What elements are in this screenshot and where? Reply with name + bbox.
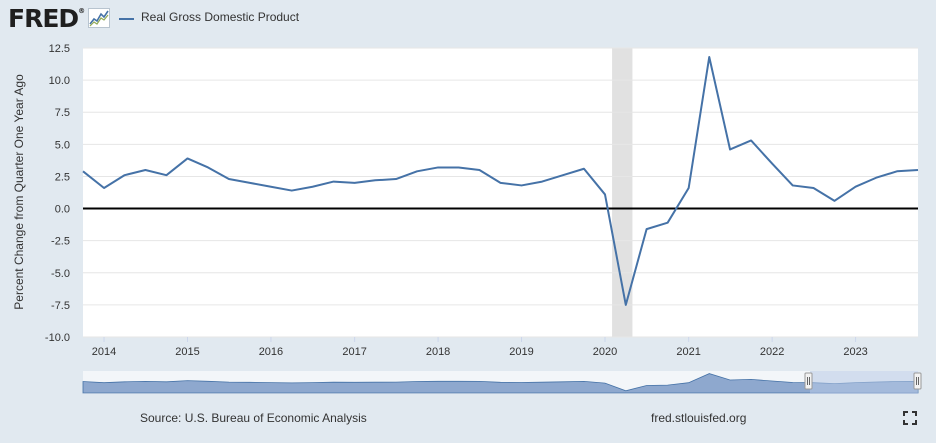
x-tick-label: 2018	[426, 346, 450, 358]
navigator-handle-left[interactable]	[804, 372, 813, 390]
navigator-selection[interactable]	[810, 371, 918, 394]
y-tick-label: 12.5	[49, 43, 70, 55]
fred-logo[interactable]: FRED®	[8, 4, 85, 33]
registered-mark: ®	[78, 7, 85, 15]
x-tick-label: 2017	[342, 346, 366, 358]
x-tick-labels: 2014 2015 2016 2017 2018 2019 2020 2021 2022 2023	[92, 337, 868, 358]
x-tick-label: 2023	[843, 346, 867, 358]
x-tick-label: 2019	[509, 346, 533, 358]
y-axis-title: Percent Change from Quarter One Year Ago	[12, 74, 26, 310]
y-tick-label: 7.5	[55, 107, 70, 119]
y-tick-labels: 12.5 10.0 7.5 5.0 2.5 0.0 -2.5 -5.0 -7.5 -10.0	[45, 43, 70, 344]
y-tick-label: -2.5	[51, 236, 70, 248]
x-tick-label: 2015	[175, 346, 199, 358]
y-tick-label: -5.0	[51, 268, 70, 280]
series-line[interactable]	[82, 55, 919, 306]
source-note: Source: U.S. Bureau of Economic Analysis	[140, 411, 367, 425]
x-tick-label: 2020	[593, 346, 617, 358]
site-link[interactable]: fred.stlouisfed.org	[651, 411, 747, 425]
y-tick-label: -10.0	[45, 332, 70, 344]
y-tick-label: -7.5	[51, 300, 70, 312]
recession-band	[612, 48, 633, 337]
x-tick-label: 2014	[92, 346, 116, 358]
y-tick-label: 0.0	[55, 204, 70, 216]
y-tick-label: 5.0	[55, 139, 70, 151]
series-layer	[82, 55, 919, 306]
x-tick-label: 2021	[676, 346, 700, 358]
range-navigator[interactable]	[82, 371, 922, 394]
legend-label: Real Gross Domestic Product	[141, 10, 300, 24]
y-tick-label: 2.5	[55, 171, 70, 183]
fred-logo-text: FRED	[8, 4, 79, 33]
y-tick-label: 10.0	[49, 75, 70, 87]
fred-graph-icon	[88, 8, 110, 28]
chart-header: FRED® Real Gross Domestic Product	[0, 0, 936, 36]
fullscreen-icon[interactable]	[903, 411, 917, 425]
plot-background	[83, 48, 918, 337]
navigator-handle-right[interactable]	[913, 372, 922, 390]
x-tick-label: 2016	[259, 346, 283, 358]
x-tick-label: 2022	[760, 346, 784, 358]
recession-layer	[612, 48, 633, 337]
legend-swatch	[119, 18, 134, 20]
